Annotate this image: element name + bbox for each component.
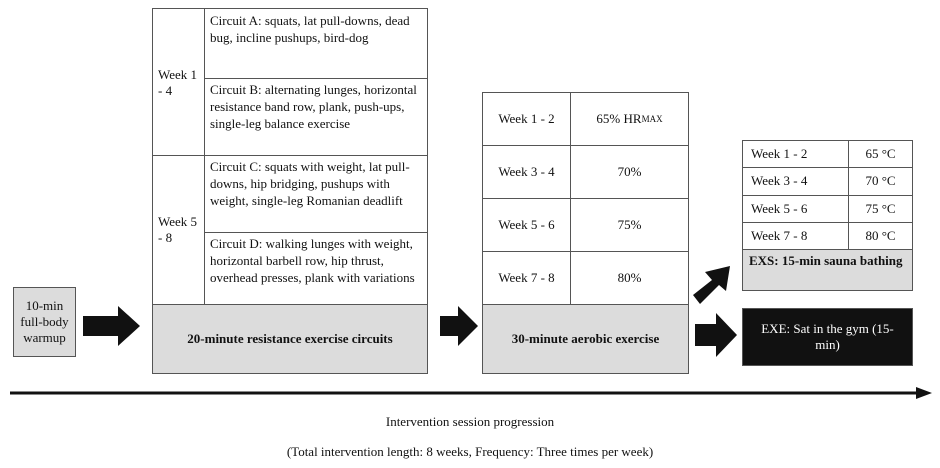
temp-cell: 75 °C xyxy=(848,194,913,223)
note: (Total intervention length: 8 weeks, Fre… xyxy=(286,444,654,459)
label: Circuit D: walking lunges with weight, h… xyxy=(210,236,415,285)
label: Week 5 - 6 xyxy=(498,217,555,232)
label: 20-minute resistance exercise circuits xyxy=(187,331,393,346)
label: Circuit A: squats, lat pull-downs, dead … xyxy=(210,13,410,45)
label: 65 °C xyxy=(865,146,896,162)
arrow xyxy=(695,313,737,357)
label: 75 °C xyxy=(865,200,896,216)
label: Week 5 - 6 xyxy=(751,200,808,216)
label: 70% xyxy=(617,164,642,179)
label: Week 1 - 2 xyxy=(498,111,555,126)
week-cell: Week 1 - 2 xyxy=(482,92,571,146)
arrow xyxy=(693,266,730,304)
label: 70 °C xyxy=(865,173,896,189)
arrow xyxy=(440,306,478,346)
circuit-cell: Circuit D: walking lunges with weight, h… xyxy=(204,232,428,305)
circuit-cell: Circuit B: alternating lunges, horizonta… xyxy=(204,78,428,156)
week-cell: Week 1 - 2 xyxy=(742,140,849,169)
week-cell: Week 5 - 6 xyxy=(482,198,571,252)
week-cell: Week 7 - 8 xyxy=(482,251,571,305)
label: Week 5 - 8 xyxy=(158,214,198,245)
label: Circuit B: alternating lunges, horizonta… xyxy=(210,82,417,131)
label: EXS: 15-min sauna bathing xyxy=(749,253,903,268)
footer: 20-minute resistance exercise circuits xyxy=(152,304,428,374)
week-cell: Week 7 - 8 xyxy=(742,221,849,251)
label: EXE: Sat in the gym (15-min) xyxy=(761,321,894,352)
label: Week 3 - 4 xyxy=(751,173,808,189)
footer: 30-minute aerobic exercise xyxy=(482,304,689,374)
circuit-cell: Circuit A: squats, lat pull-downs, dead … xyxy=(204,8,428,79)
label-small: MAX xyxy=(641,114,663,124)
week-cell: Week 3 - 4 xyxy=(742,167,849,196)
intensity-cell: 80% xyxy=(570,251,689,305)
temp-cell: 70 °C xyxy=(848,167,913,196)
label: 65% HR xyxy=(596,111,642,126)
footer: EXS: 15-min sauna bathing xyxy=(742,249,913,291)
arrow-head xyxy=(916,387,932,399)
control-box: EXE: Sat in the gym (15-min) xyxy=(742,308,913,366)
temp-cell: 65 °C xyxy=(848,140,913,169)
warmup-box: 10-min full-body warmup xyxy=(13,287,76,357)
label: 80% xyxy=(617,270,642,285)
label: 10-min full-body warmup xyxy=(20,298,69,345)
week-cell: Week 5 - 8 xyxy=(152,155,205,305)
temp-cell: 80 °C xyxy=(848,221,913,251)
arrow xyxy=(83,306,140,346)
intensity-cell: 70% xyxy=(570,145,689,199)
label: Week 1 - 4 xyxy=(158,67,198,98)
week-cell: Week 5 - 6 xyxy=(742,194,849,223)
label: Week 7 - 8 xyxy=(751,228,808,244)
label: Week 1 - 2 xyxy=(751,146,808,162)
label: Week 3 - 4 xyxy=(498,164,555,179)
axis-label: Intervention session progression xyxy=(385,414,555,429)
label: 80 °C xyxy=(865,228,896,244)
label: Circuit C: squats with weight, lat pull-… xyxy=(210,159,410,208)
circuit-cell: Circuit C: squats with weight, lat pull-… xyxy=(204,155,428,233)
label: 30-minute aerobic exercise xyxy=(511,331,660,346)
label: Week 7 - 8 xyxy=(498,270,555,285)
label: 75% xyxy=(617,217,642,232)
week-cell: Week 1 - 4 xyxy=(152,8,205,156)
week-cell: Week 3 - 4 xyxy=(482,145,571,199)
intensity-cell: 65% HR MAX xyxy=(570,92,689,146)
intensity-cell: 75% xyxy=(570,198,689,252)
